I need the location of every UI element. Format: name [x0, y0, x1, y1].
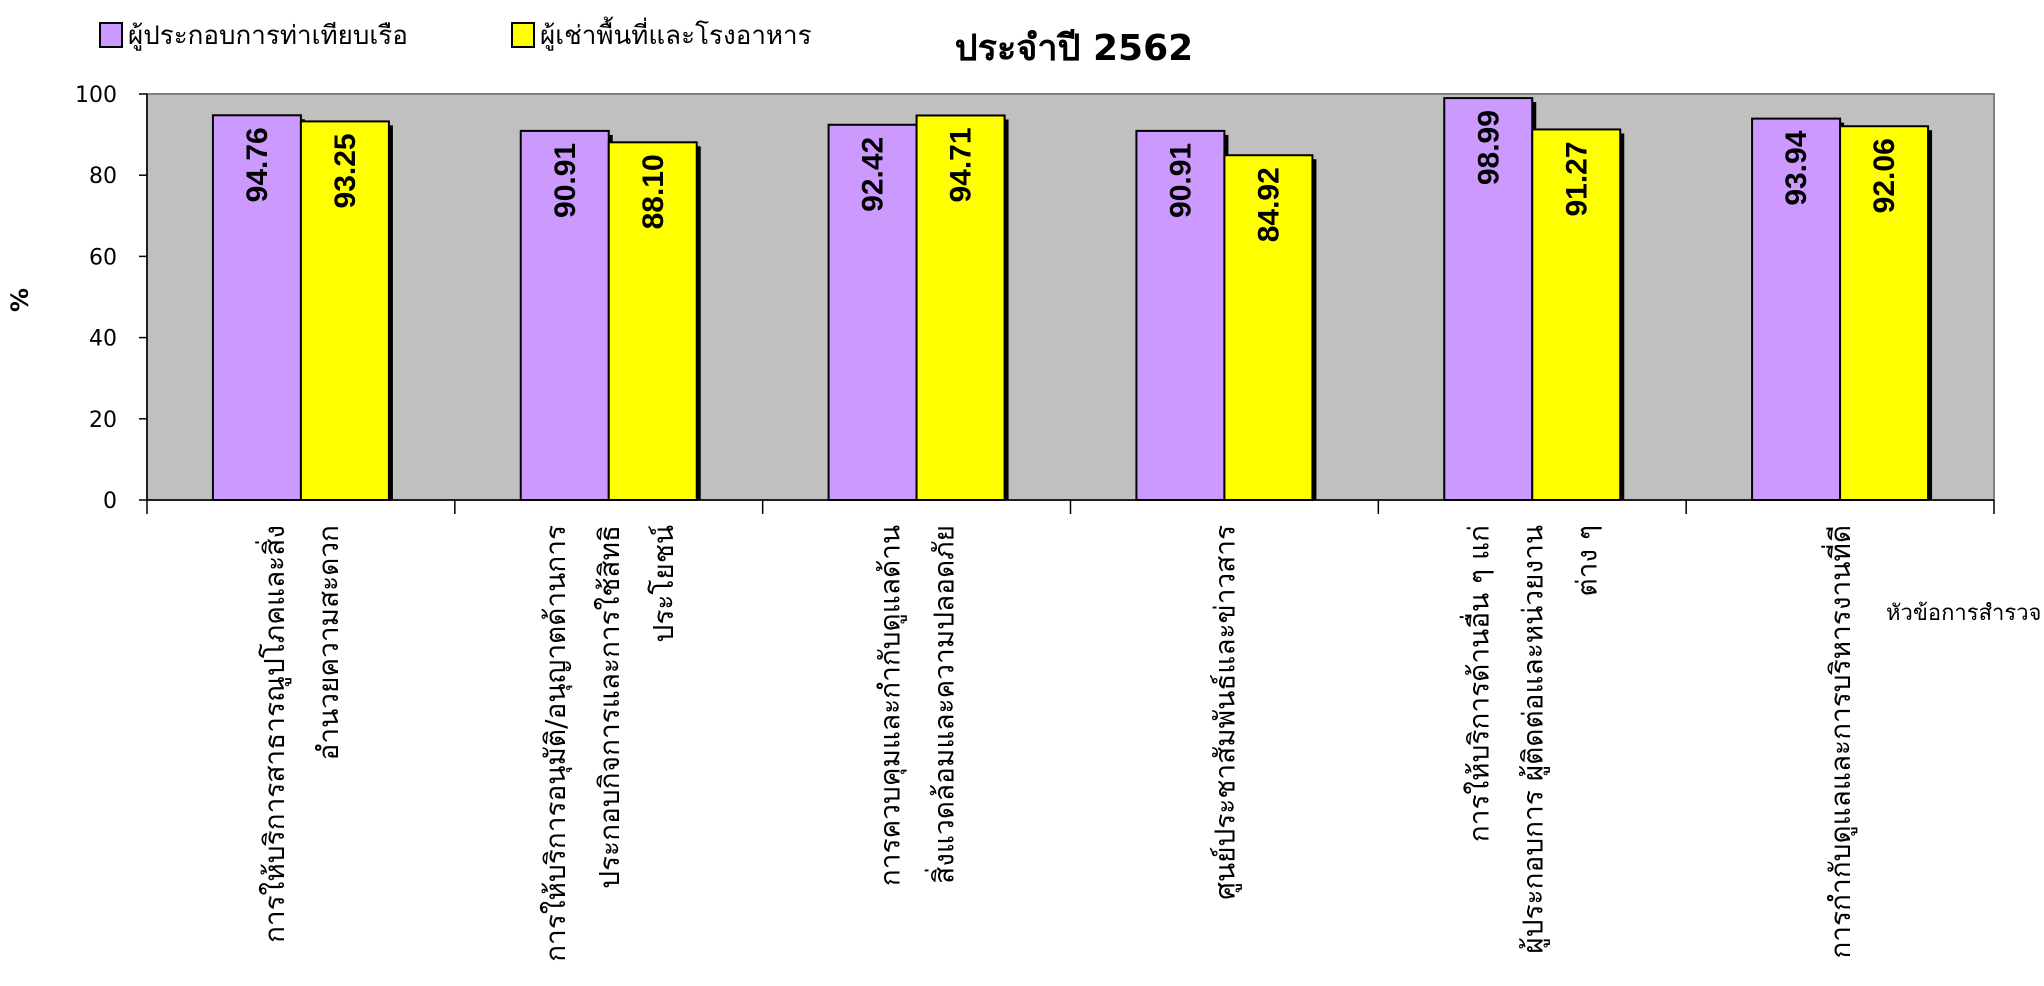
- legend: ผู้ประกอบการท่าเทียบเรือ ผู้เช่าพื้นที่แล…: [99, 16, 812, 51]
- y-tick-label: 40: [89, 327, 117, 352]
- y-tick-label: 0: [103, 489, 117, 514]
- y-tick-label: 20: [89, 408, 117, 433]
- y-tick-label: 60: [89, 245, 117, 270]
- bar: [519, 129, 610, 501]
- legend-label: ผู้เช่าพื้นที่และโรงอาหาร: [540, 16, 812, 51]
- category-label: อำนวยความสะดวก: [312, 525, 345, 760]
- category-label: สิ่งแวดล้อมและความปลอดภัย: [925, 525, 961, 884]
- category-label: ศูนย์ประชาสัมพันธ์และข่าวสาร: [1208, 525, 1242, 900]
- x-axis-label: หัวข้อการสำรวจ: [1886, 601, 2041, 626]
- plot-area: [146, 93, 1995, 501]
- category-label: การควบคุมและกำกับดูแลด้าน: [874, 525, 908, 886]
- bar-value-label: 98.99: [1472, 110, 1505, 185]
- category-label: การให้บริการอนุมัติ/อนุญาตด้านการ: [539, 525, 573, 962]
- y-axis-label: %: [6, 288, 34, 312]
- bar-value-label: 92.42: [857, 137, 890, 212]
- bar: [607, 141, 698, 501]
- bar-value-label: 93.25: [329, 133, 362, 208]
- legend-swatch: [99, 22, 123, 48]
- category-label: ต่าง ๆ: [1570, 525, 1603, 597]
- y-tick-label: 80: [89, 164, 117, 189]
- bar: [915, 114, 1006, 502]
- bar-value-label: 92.06: [1868, 138, 1901, 213]
- category-label: การให้บริการสาธารณูปโภคและสิ่ง: [255, 525, 292, 943]
- y-axis: 0 20 40 60 80 100: [75, 83, 148, 514]
- y-tick-label: 100: [75, 83, 117, 108]
- category-label: ผู้ประกอบการ ผู้ติดต่อและหน่วยงาน: [1516, 525, 1550, 954]
- bar-value-label: 93.94: [1780, 130, 1813, 205]
- legend-swatch: [511, 22, 535, 48]
- category-label: การกำกับดูแลและการบริหารงานที่ดี: [1821, 525, 1858, 959]
- bar: [1531, 128, 1622, 502]
- x-axis: [146, 499, 1995, 514]
- bar: [1443, 97, 1534, 502]
- bar-value-label: 90.91: [549, 143, 582, 218]
- category-label: ประกอบกิจการและการใช้สิทธิ: [593, 525, 626, 889]
- bar: [1135, 129, 1226, 501]
- chart-title: ประจำปี 2562: [955, 28, 1193, 69]
- category-labels: การให้บริการสาธารณูปโภคและสิ่ง อำนวยความส…: [255, 525, 1858, 962]
- bar: [1751, 117, 1842, 501]
- bars: 94.76 93.25 90.91 88.10 92.42 94.71 90.91 84.92…: [211, 97, 1933, 502]
- bar-value-label: 90.91: [1164, 143, 1197, 218]
- bar: [827, 123, 918, 501]
- bar-value-label: 91.27: [1560, 141, 1593, 216]
- bar: [1223, 154, 1314, 501]
- legend-label: ผู้ประกอบการท่าเทียบเรือ: [128, 21, 408, 51]
- bar-value-label: 94.71: [945, 127, 978, 202]
- bar-value-label: 88.10: [637, 154, 670, 229]
- category-label: ประโยชน์: [647, 525, 680, 643]
- bar-value-label: 94.76: [241, 127, 274, 202]
- bar-value-label: 84.92: [1252, 167, 1285, 242]
- category-label: การให้บริการด้านอื่น ๆ แก่: [1459, 525, 1495, 842]
- bar: [1839, 125, 1930, 502]
